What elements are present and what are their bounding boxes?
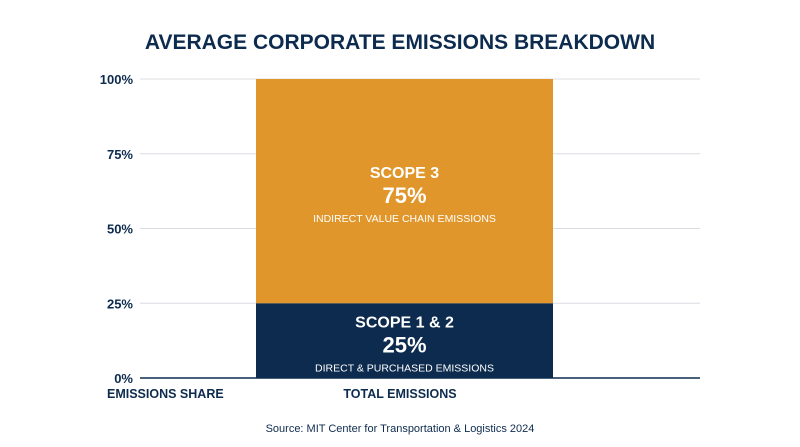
bar-segment-scope-3 [256, 79, 553, 304]
x-category-label: TOTAL EMISSIONS [343, 387, 456, 401]
y-axis-label: EMISSIONS SHARE [107, 387, 224, 401]
segment-value-label: 25% [382, 333, 426, 358]
bar-segments [256, 79, 553, 378]
y-tick-label: 25% [107, 296, 133, 311]
segment-description: DIRECT & PURCHASED EMISSIONS [315, 363, 494, 375]
segment-name: SCOPE 1 & 2 [355, 315, 454, 332]
segment-description: INDIRECT VALUE CHAIN EMISSIONS [313, 213, 496, 225]
segment-labels: SCOPE 1 & 225% DIRECT & PURCHASED EMISSIO… [313, 165, 496, 375]
source-note: Source: MIT Center for Transportation & … [266, 423, 535, 435]
chart-title: AVERAGE CORPORATE EMISSIONS BREAKDOWN [145, 31, 655, 54]
segment-name: SCOPE 3 [370, 165, 439, 182]
segment-value-label: 75% [382, 183, 426, 208]
y-tick-label: 100% [100, 72, 134, 87]
bar-segment-scope-1-2 [256, 303, 553, 378]
y-tick-label: 0% [114, 371, 133, 386]
y-axis-ticks: 0% 25% 50% 75% 100% [100, 72, 134, 386]
y-tick-label: 50% [107, 222, 133, 237]
y-tick-label: 75% [107, 147, 133, 162]
